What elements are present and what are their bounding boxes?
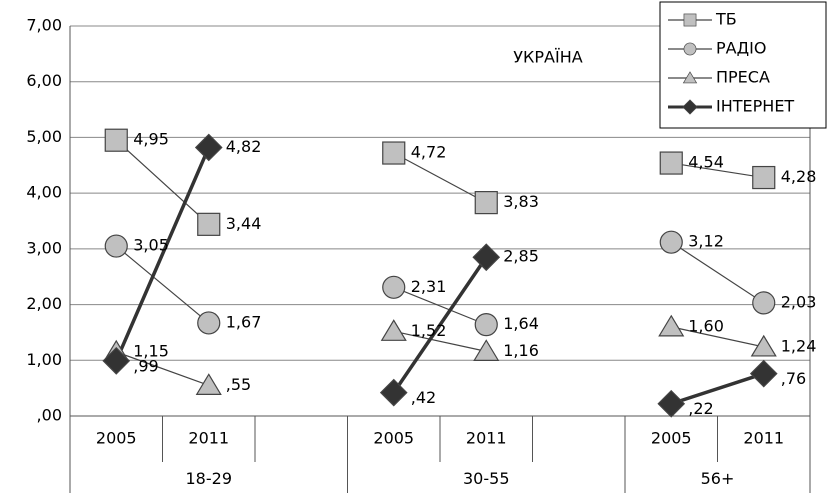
data-label: 4,82 (226, 137, 262, 156)
marker (682, 71, 698, 84)
data-label: 4,95 (133, 130, 169, 149)
marker (194, 133, 223, 162)
data-label: 1,15 (133, 341, 169, 360)
marker (683, 42, 697, 56)
y-tick-label: 2,00 (26, 294, 62, 313)
marker (472, 243, 501, 272)
data-label: 4,28 (781, 167, 817, 186)
marker (195, 373, 222, 395)
y-tick-label: 5,00 (26, 127, 62, 146)
y-tick-label: ,00 (37, 406, 62, 425)
legend-label: РАДІО (716, 39, 766, 58)
x-tick-label: 2005 (96, 429, 137, 448)
marker (682, 99, 698, 115)
y-tick-label: 7,00 (26, 16, 62, 35)
y-tick-label: 4,00 (26, 183, 62, 202)
legend: ТБ РАДІО ПРЕСА ІНТЕРНЕТ (659, 1, 827, 129)
marker (197, 212, 221, 236)
data-label: 1,24 (781, 336, 817, 355)
marker (379, 378, 408, 407)
y-tick-label: 3,00 (26, 238, 62, 257)
series-line (115, 241, 765, 326)
marker (382, 141, 406, 165)
x-tick-label: 2011 (743, 429, 784, 448)
marker (683, 13, 697, 27)
marker (104, 234, 128, 258)
data-label: 2,03 (781, 292, 817, 311)
data-label: 3,12 (688, 232, 724, 251)
legend-label: ПРЕСА (716, 68, 770, 87)
marker (473, 339, 500, 361)
data-label: 1,64 (503, 314, 539, 333)
marker (104, 128, 128, 152)
data-label: 1,67 (226, 312, 262, 331)
annotation: УКРАЇНА (513, 48, 582, 67)
data-label: 1,16 (503, 341, 539, 360)
data-label: 2,31 (411, 277, 447, 296)
marker (197, 311, 221, 335)
x-tick-label: 2005 (651, 429, 692, 448)
data-label: ,42 (411, 388, 436, 407)
data-label: 3,05 (133, 236, 169, 255)
data-label: 2,85 (503, 247, 539, 266)
marker (659, 230, 683, 254)
data-label: ,22 (688, 399, 713, 418)
data-label: ,55 (226, 375, 251, 394)
marker (474, 191, 498, 215)
marker (749, 359, 778, 388)
data-label: ,76 (781, 369, 806, 388)
data-label: 3,83 (503, 192, 539, 211)
x-tick-label: 2011 (188, 429, 229, 448)
marker (658, 314, 685, 337)
group-label: 18-29 (186, 469, 233, 488)
marker (382, 275, 406, 299)
data-label: 3,44 (226, 214, 262, 233)
marker (659, 151, 683, 175)
y-tick-label: 6,00 (26, 71, 62, 90)
legend-label: ТБ (715, 10, 737, 29)
x-tick-label: 2005 (373, 429, 414, 448)
y-tick-label: 1,00 (26, 350, 62, 369)
marker (752, 291, 776, 315)
group-label: 30-55 (463, 469, 510, 488)
marker (380, 319, 407, 341)
data-label: 1,60 (688, 316, 724, 335)
series-line (115, 139, 764, 225)
marker (102, 346, 131, 375)
data-label: 4,54 (688, 153, 724, 172)
marker (474, 313, 498, 337)
marker (657, 389, 686, 418)
data-label: 4,72 (411, 143, 447, 162)
legend-label: ІНТЕРНЕТ (716, 97, 794, 116)
series-line (114, 146, 765, 406)
data-label: 1,52 (411, 321, 447, 340)
data-label: ,99 (133, 356, 158, 375)
marker (750, 334, 777, 357)
group-label: 56+ (701, 469, 735, 488)
x-tick-label: 2011 (466, 429, 507, 448)
series-line (116, 326, 764, 386)
marker (752, 165, 776, 190)
